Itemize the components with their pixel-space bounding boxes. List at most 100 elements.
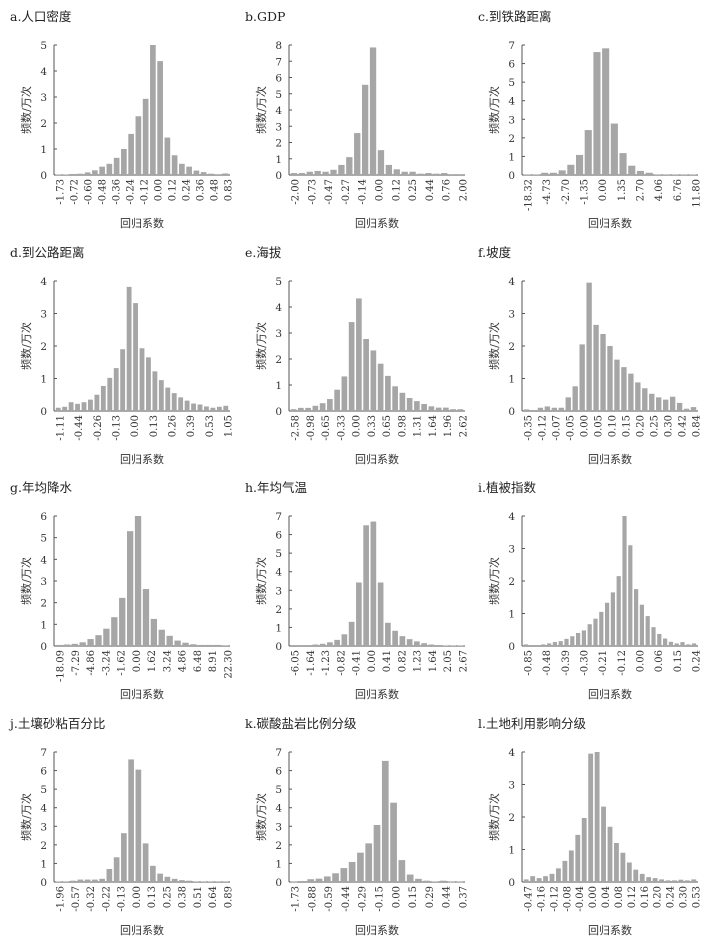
histogram-bar	[75, 403, 80, 411]
histogram-bar	[543, 876, 548, 882]
x-tick-label: -0.47	[524, 886, 535, 912]
y-tick-label: 3	[275, 821, 282, 833]
histogram-bar	[298, 407, 304, 411]
histogram-bar	[659, 879, 664, 882]
histogram-bar	[549, 873, 555, 883]
histogram-bar	[665, 880, 671, 883]
y-tick-label: 4	[40, 66, 47, 78]
histogram-bar	[642, 388, 648, 411]
histogram-bar	[676, 402, 683, 412]
y-tick-label: 6	[275, 530, 282, 542]
x-tick-label: -0.12	[538, 415, 549, 441]
y-tick-label: 0	[275, 406, 282, 418]
histogram-bar	[164, 876, 171, 882]
histogram-bar	[150, 45, 156, 175]
x-tick-label: 0.30	[664, 415, 675, 437]
histogram-bar	[649, 393, 655, 411]
x-tick-label: 0.89	[224, 886, 235, 908]
x-tick-label: -0.57	[71, 886, 82, 912]
x-tick-label: -0.29	[358, 886, 369, 912]
histogram-bar	[81, 402, 87, 411]
histogram-panel: k.碳酸盐岩比例分级 0 1 2 3 4 5 6 7 -1.73 -0.88 -0.59 -0.44 -0…	[237, 707, 472, 942]
histogram-bar	[530, 876, 536, 882]
histogram-bar	[575, 834, 581, 883]
histogram-bar	[322, 171, 329, 175]
x-axis-label: 回归系数	[355, 687, 399, 701]
histogram-bar	[639, 873, 645, 883]
x-tick-label: -18.32	[524, 179, 535, 211]
y-tick-label: 1	[275, 858, 282, 870]
histogram-bar	[142, 589, 150, 646]
histogram-bar	[305, 407, 311, 411]
histogram-bar	[565, 397, 571, 411]
histogram-bar	[334, 639, 340, 646]
histogram-bar	[686, 644, 691, 647]
histogram-bar	[356, 582, 362, 646]
histogram-bar	[406, 639, 413, 646]
y-axis-label: 频数/万次	[487, 322, 501, 370]
x-tick-label: -0.07	[552, 415, 563, 441]
histogram-bar	[152, 371, 158, 411]
x-tick-label: 0.44	[442, 886, 453, 908]
histogram-bar	[198, 644, 205, 646]
y-tick-label: 0	[275, 877, 282, 889]
histogram-bar	[370, 350, 377, 411]
histogram-bar	[99, 166, 105, 175]
histogram-panel: d.到公路距离 0 1 2 3 4 -1.11 -0.44 -0.26 -0.13 0.00 0.13…	[2, 236, 237, 471]
histogram-bar	[423, 880, 431, 882]
histogram-bar	[146, 357, 151, 412]
x-tick-label: 0.83	[224, 179, 235, 201]
histogram-bar	[636, 170, 644, 175]
x-tick-label: -0.15	[375, 886, 386, 912]
histogram-bar	[417, 173, 424, 175]
y-tick-label: 4	[275, 803, 282, 815]
x-tick-label: 0.98	[397, 415, 408, 437]
histogram-bar	[523, 644, 528, 647]
y-tick-label: 4	[508, 747, 515, 759]
histogram-bar	[401, 171, 408, 175]
histogram-bar	[165, 387, 171, 411]
x-tick-label: -0.14	[358, 179, 369, 205]
x-tick-label: 2.05	[443, 650, 454, 672]
histogram-bar	[103, 628, 110, 646]
histogram-bar	[158, 629, 165, 646]
histogram-bar	[680, 642, 685, 646]
x-tick-label: 0.00	[367, 650, 378, 672]
histogram-bar	[576, 633, 581, 646]
histogram-bar	[657, 633, 662, 646]
histogram-bar	[691, 879, 697, 882]
histogram-bar	[135, 116, 142, 175]
y-tick-label: 4	[40, 276, 47, 288]
y-tick-label: 2	[40, 118, 47, 130]
histogram-bar	[210, 407, 216, 411]
histogram-bar	[572, 386, 578, 411]
histogram-bar	[348, 621, 355, 646]
histogram-bar	[683, 408, 690, 411]
y-tick-label: 3	[508, 544, 515, 556]
y-tick-label: 2	[40, 840, 47, 852]
x-axis-label: 回归系数	[588, 923, 632, 937]
x-tick-label: -0.12	[617, 650, 628, 676]
histogram-bar	[377, 363, 384, 411]
panel-title: d.到公路距离	[10, 245, 84, 260]
x-tick-label: -2.58	[291, 415, 302, 441]
histogram-bar	[628, 165, 636, 175]
x-tick-label: -0.41	[352, 650, 363, 676]
histogram-bar	[456, 881, 464, 883]
panel-title: k.碳酸盐岩比例分级	[245, 716, 357, 731]
histogram-bar	[133, 303, 138, 411]
histogram-bar	[393, 169, 400, 175]
x-tick-label: 0.51	[193, 886, 204, 908]
histogram-bar	[327, 642, 333, 646]
histogram-bar	[621, 367, 627, 412]
y-axis-label: 频数/万次	[254, 86, 268, 134]
histogram-bar	[626, 862, 632, 882]
x-tick-label: 1.64	[428, 650, 439, 672]
histogram-bar	[610, 592, 615, 647]
y-tick-label: 1	[40, 858, 47, 870]
x-axis-label: 回归系数	[120, 452, 164, 466]
y-tick-label: 3	[508, 114, 515, 126]
histogram-svg: d.到公路距离 0 1 2 3 4 -1.11 -0.44 -0.26 -0.13 0.00 0.13…	[10, 245, 235, 466]
